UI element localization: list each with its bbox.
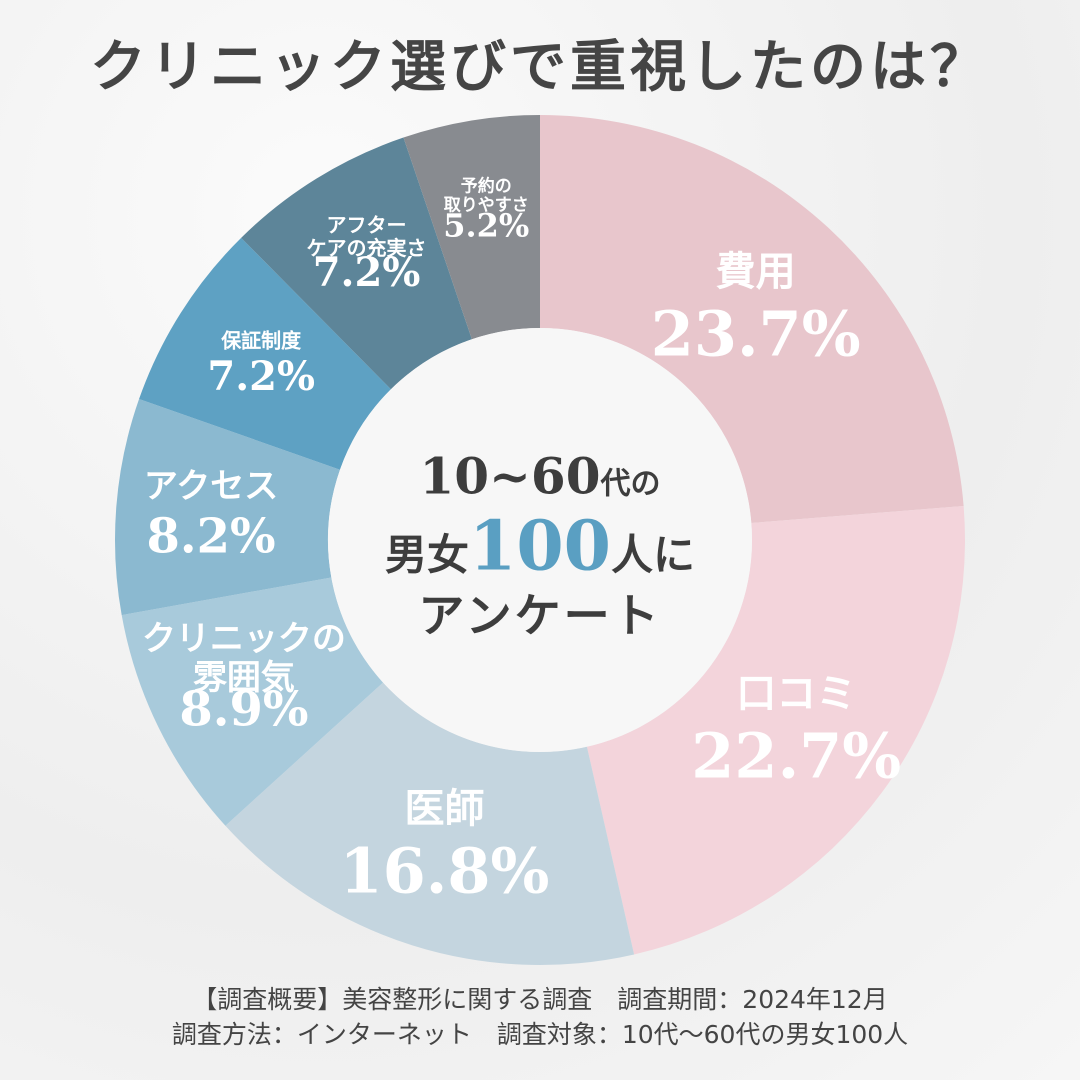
- slice-name: アクセス: [143, 466, 279, 507]
- donut-slice: [115, 399, 340, 616]
- donut-slice: [586, 505, 965, 955]
- slice-value-label: 22.7%: [691, 719, 902, 793]
- center-line: 10~60代の: [385, 447, 695, 507]
- donut-slice: [540, 115, 964, 524]
- footer-line: 【調査概要】美容整形に関する調査 調査期間：2024年12月: [192, 985, 888, 1014]
- slice-value-label: 7.2%: [312, 249, 421, 297]
- center-text: アンケート: [418, 588, 662, 643]
- donut-hole: [328, 328, 752, 752]
- slice-name: クリニックの 雰囲気: [141, 619, 346, 699]
- footer: 【調査概要】美容整形に関する調査 調査期間：2024年12月 調査方法：インター…: [0, 982, 1080, 1052]
- slice-name: 医師: [404, 785, 485, 833]
- donut-slice: [225, 682, 635, 965]
- center-text: 10~60: [419, 446, 601, 506]
- slice-name: 口コミ: [736, 670, 857, 718]
- center-label: 10~60代の 男女100人に アンケート: [385, 447, 695, 644]
- slice-value-label: 7.2%: [207, 353, 315, 401]
- donut-slice: [403, 115, 540, 340]
- center-line: 男女100人に: [385, 507, 695, 589]
- title: クリニック選びで重視したのは？: [90, 34, 990, 100]
- slice-value-label: 23.7%: [650, 297, 861, 371]
- donut-slice: [241, 137, 472, 390]
- center-text: 代の: [600, 466, 661, 502]
- slice-value-label: 8.2%: [146, 508, 276, 565]
- donut-slice: [139, 237, 391, 470]
- slice-name: 予約の 取りやすさ: [443, 176, 529, 216]
- center-text: 人に: [610, 530, 695, 580]
- donut-slice: [121, 577, 384, 826]
- center-number: 100: [469, 506, 611, 587]
- slice-value-label: 8.9%: [179, 680, 309, 737]
- slice-value-label: 5.2%: [443, 206, 530, 245]
- center-text: 男女: [385, 530, 470, 580]
- footer-line: 調査方法：インターネット 調査対象：10代～60代の男女100人: [171, 1020, 909, 1049]
- slice-name: 保証制度: [221, 328, 302, 353]
- slice-name: アフター ケアの充実さ: [306, 213, 427, 261]
- slice-value-label: 16.8%: [339, 834, 550, 908]
- slice-name: 費用: [715, 248, 796, 296]
